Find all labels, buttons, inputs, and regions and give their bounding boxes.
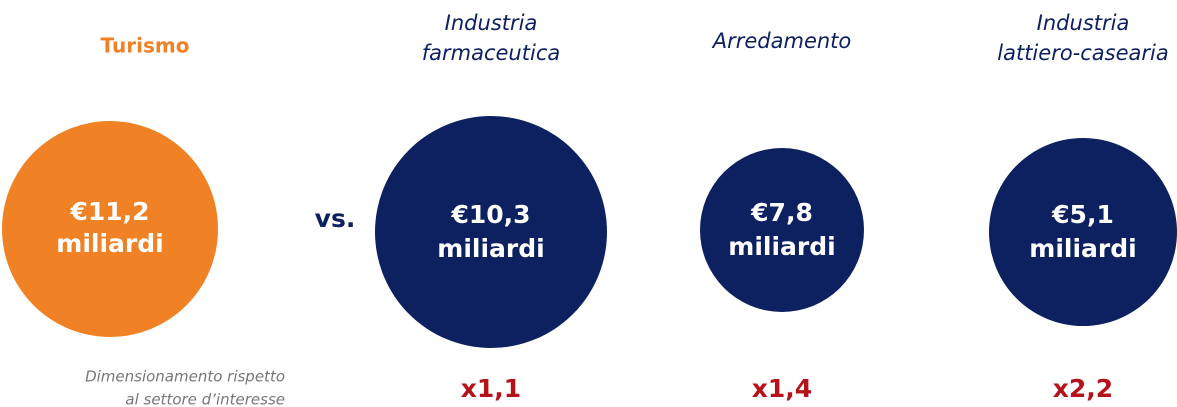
comparison-value: €10,3 bbox=[450, 200, 530, 229]
comparison-value: €7,8 bbox=[750, 198, 813, 227]
separator: vs. bbox=[315, 204, 356, 233]
note: al settore d’interesse bbox=[125, 391, 285, 407]
comparison-circle bbox=[989, 138, 1177, 326]
comparison-label: lattiero-casearia bbox=[997, 41, 1168, 65]
comparison-label: Arredamento bbox=[711, 29, 852, 53]
comparison-value: miliardi bbox=[728, 232, 835, 261]
comparison-label: farmaceutica bbox=[422, 41, 560, 65]
comparison-value: miliardi bbox=[437, 234, 544, 263]
note: Dimensionamento rispetto bbox=[85, 368, 285, 386]
multiplier: x2,2 bbox=[1053, 374, 1113, 403]
multiplier: x1,1 bbox=[461, 374, 521, 403]
comparison-circle bbox=[700, 148, 864, 312]
comparison-value: miliardi bbox=[1029, 234, 1136, 263]
comparison-circle bbox=[375, 116, 607, 348]
comparison-label: Industria bbox=[445, 11, 538, 35]
highlight-label: Turismo bbox=[101, 34, 190, 58]
comparison-value: €5,1 bbox=[1051, 200, 1114, 229]
multiplier: x1,4 bbox=[752, 374, 812, 403]
highlight-value: €11,2 bbox=[69, 197, 149, 226]
highlight-circle bbox=[2, 121, 218, 337]
comparison-label: Industria bbox=[1037, 11, 1130, 35]
highlight-value: miliardi bbox=[56, 229, 163, 258]
